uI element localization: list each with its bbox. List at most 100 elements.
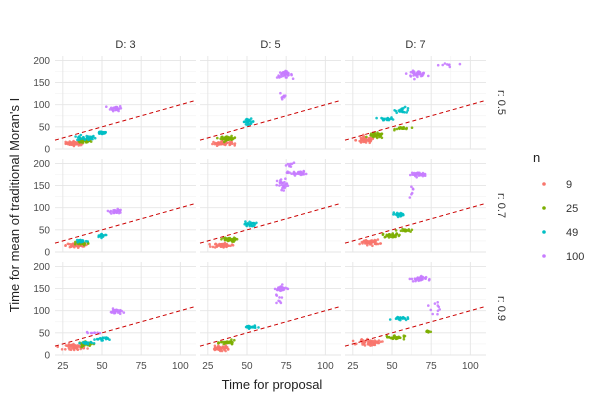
data-point-n49 xyxy=(248,220,251,224)
data-point-n49 xyxy=(77,138,81,142)
data-point-n100 xyxy=(447,63,451,67)
panel-background xyxy=(55,56,196,149)
data-point-n9 xyxy=(363,240,367,243)
data-point-n49 xyxy=(380,116,383,120)
data-point-n100 xyxy=(408,277,412,281)
data-point-n100 xyxy=(96,331,99,335)
data-point-n49 xyxy=(406,316,410,319)
data-point-n49 xyxy=(83,138,87,141)
data-point-n100 xyxy=(90,331,94,335)
data-point-n49 xyxy=(242,120,246,124)
data-point-n100 xyxy=(414,174,417,178)
data-point-n100 xyxy=(418,173,421,176)
data-point-n25 xyxy=(425,330,428,333)
data-point-n9 xyxy=(60,348,64,351)
data-point-n9 xyxy=(359,141,363,144)
data-point-n100 xyxy=(413,72,417,75)
data-point-n9 xyxy=(364,137,368,141)
reference-line xyxy=(54,305,197,347)
data-point-n25 xyxy=(405,126,409,130)
reference-line xyxy=(344,202,487,244)
data-point-n100 xyxy=(275,183,279,187)
data-point-n100 xyxy=(284,164,288,167)
data-point-n49 xyxy=(78,341,81,345)
x-tick-label: 50 xyxy=(96,361,108,372)
data-point-n9 xyxy=(64,244,67,247)
data-point-n100 xyxy=(119,107,123,110)
data-point-n25 xyxy=(395,127,399,131)
reference-line xyxy=(344,99,487,141)
data-point-n100 xyxy=(423,173,427,176)
data-point-n100 xyxy=(412,74,415,77)
data-point-n100 xyxy=(409,173,412,177)
data-point-n9 xyxy=(222,142,225,146)
data-point-n9 xyxy=(219,141,223,144)
data-point-n100 xyxy=(436,312,439,316)
points-r2-c0 xyxy=(56,307,126,352)
data-point-n9 xyxy=(372,340,375,344)
data-point-n49 xyxy=(245,325,249,329)
data-point-n100 xyxy=(283,186,287,190)
data-point-n49 xyxy=(98,130,102,134)
y-tick-label: 150 xyxy=(33,78,50,89)
data-point-n25 xyxy=(394,335,397,339)
data-point-n9 xyxy=(359,338,363,342)
data-point-n9 xyxy=(68,140,71,143)
data-point-n25 xyxy=(222,340,226,344)
data-point-n100 xyxy=(117,211,121,215)
facet-col-title: D: 3 xyxy=(115,39,135,51)
data-point-n25 xyxy=(230,238,233,242)
data-point-n49 xyxy=(100,130,104,134)
data-point-n49 xyxy=(382,118,385,121)
data-point-n49 xyxy=(88,135,92,138)
data-point-n100 xyxy=(275,179,279,183)
data-point-n100 xyxy=(280,96,284,99)
data-point-n9 xyxy=(351,339,355,343)
data-point-n25 xyxy=(225,138,228,141)
data-point-n49 xyxy=(253,326,257,330)
data-point-n9 xyxy=(64,348,67,351)
reference-line xyxy=(54,99,197,141)
data-point-n9 xyxy=(224,345,227,348)
data-point-n100 xyxy=(416,75,419,79)
data-point-n49 xyxy=(249,117,253,120)
data-point-n100 xyxy=(427,304,430,307)
panel-background xyxy=(345,56,486,149)
data-point-n25 xyxy=(230,136,233,140)
y-tick-label: 100 xyxy=(33,100,50,111)
data-point-n9 xyxy=(361,135,365,139)
data-point-n49 xyxy=(244,222,247,225)
data-point-n49 xyxy=(257,326,260,329)
data-point-n25 xyxy=(387,236,391,239)
data-point-n9 xyxy=(212,347,216,351)
data-point-n25 xyxy=(222,342,226,346)
data-point-n9 xyxy=(216,142,219,145)
data-point-n100 xyxy=(437,305,441,309)
data-point-n49 xyxy=(248,118,251,122)
data-point-n100 xyxy=(448,65,452,69)
data-point-n9 xyxy=(223,241,227,245)
data-point-n9 xyxy=(56,345,59,349)
reference-line xyxy=(54,202,197,244)
x-tick-label: 75 xyxy=(426,361,438,372)
legend-key-n9 xyxy=(542,182,546,186)
points-r1-c1 xyxy=(208,161,308,249)
y-tick-label: 50 xyxy=(39,328,51,339)
y-tick-label: 200 xyxy=(33,159,50,170)
data-point-n25 xyxy=(375,133,379,137)
data-point-n49 xyxy=(92,342,96,345)
data-point-n9 xyxy=(72,347,75,351)
data-point-n25 xyxy=(392,337,395,340)
data-point-n9 xyxy=(361,343,364,346)
data-point-n100 xyxy=(282,94,286,98)
data-point-n100 xyxy=(409,74,412,77)
data-point-n49 xyxy=(391,118,395,121)
data-point-n9 xyxy=(211,245,215,249)
data-point-n25 xyxy=(410,228,414,232)
y-axis-title: Time for mean of traditional Moran's I xyxy=(7,98,22,312)
data-point-n25 xyxy=(395,232,398,236)
data-point-n100 xyxy=(410,277,414,281)
data-point-n100 xyxy=(427,74,430,78)
data-point-n100 xyxy=(118,312,122,316)
data-point-n49 xyxy=(249,120,253,123)
